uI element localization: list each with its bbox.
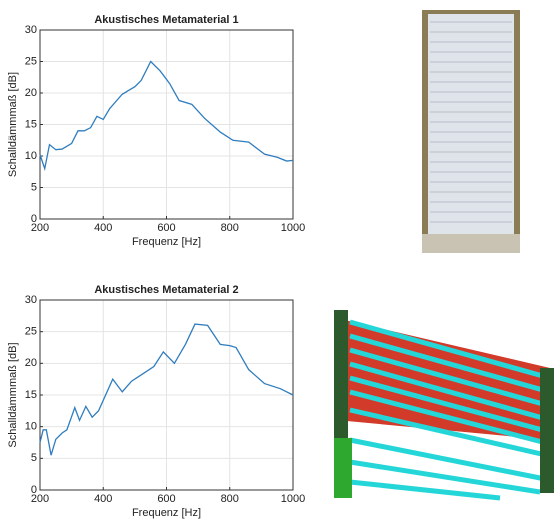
- plot-frame: [39, 29, 294, 220]
- y-tick-label: 5: [31, 181, 37, 193]
- y-tick-label: 10: [25, 150, 37, 162]
- y-tick-label: 25: [25, 326, 37, 338]
- y-tick-label: 30: [25, 24, 37, 36]
- y-axis-label: Schalldämmmaß [dB]: [7, 342, 19, 447]
- data-line: [39, 60, 294, 172]
- x-tick-label: 1000: [281, 222, 305, 234]
- x-tick-label: 400: [94, 493, 112, 505]
- y-tick-label: 10: [25, 421, 37, 433]
- chart-title: Akustisches Metamaterial 1: [94, 14, 238, 26]
- x-axis-label: Frequenz [Hz]: [132, 507, 201, 519]
- x-tick-label: 800: [221, 222, 239, 234]
- x-tick-label: 800: [221, 493, 239, 505]
- y-tick-label: 25: [25, 55, 37, 67]
- x-tick-label: 1000: [281, 493, 305, 505]
- x-tick-label: 400: [94, 222, 112, 234]
- photo: [422, 10, 520, 253]
- data-line: [39, 323, 294, 456]
- y-tick-label: 15: [25, 118, 37, 130]
- y-tick-label: 0: [31, 484, 37, 496]
- x-axis-label: Frequenz [Hz]: [132, 236, 201, 248]
- y-tick-label: 20: [25, 87, 37, 99]
- y-axis-label: Schalldämmmaß [dB]: [7, 72, 19, 177]
- x-tick-label: 600: [157, 493, 175, 505]
- x-tick-label: 200: [31, 222, 49, 234]
- chart-title: Akustisches Metamaterial 2: [94, 284, 238, 296]
- y-tick-label: 15: [25, 389, 37, 401]
- y-tick-label: 30: [25, 294, 37, 306]
- render: [332, 305, 560, 501]
- y-tick-label: 0: [31, 213, 37, 225]
- x-tick-label: 200: [31, 493, 49, 505]
- y-tick-label: 20: [25, 357, 37, 369]
- x-tick-label: 600: [157, 222, 175, 234]
- y-tick-label: 5: [31, 452, 37, 464]
